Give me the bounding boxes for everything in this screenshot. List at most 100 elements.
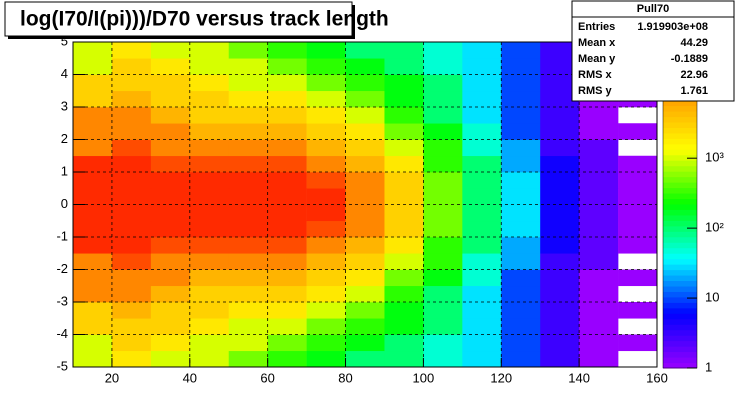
cell	[618, 269, 658, 287]
cell	[501, 237, 541, 254]
cell	[423, 269, 463, 287]
cell	[267, 107, 307, 124]
stats-box	[571, 0, 735, 102]
cell	[189, 220, 230, 238]
cell	[228, 237, 268, 254]
cell	[501, 139, 541, 157]
palette-step	[663, 122, 697, 128]
cell	[345, 90, 385, 108]
palette-step	[663, 214, 697, 221]
cell	[306, 220, 346, 238]
cell	[345, 42, 385, 59]
palette-step	[663, 286, 697, 292]
cell	[111, 123, 152, 140]
palette-step	[663, 357, 697, 364]
cell	[111, 204, 152, 222]
cell	[462, 155, 502, 173]
cell	[423, 350, 463, 368]
cell	[345, 74, 385, 92]
cell	[306, 318, 346, 335]
cell	[150, 285, 191, 303]
cell	[540, 285, 580, 303]
overlay: 20 40 60 80 100 120 140 160 -5 -4 -3 -2 -1 0 1 2 3 4 5 1 10 1…	[56, 33, 725, 385]
cell	[462, 334, 502, 352]
cell	[501, 269, 541, 287]
cell	[73, 318, 113, 335]
palette-step	[663, 329, 697, 336]
cell	[306, 172, 346, 189]
palette-step	[663, 165, 697, 172]
palette-step	[663, 198, 697, 205]
y-tick-label: 5	[61, 33, 68, 48]
cell	[501, 90, 541, 108]
palette-step	[663, 209, 697, 216]
y-tick-label: -4	[56, 326, 68, 341]
palette-step	[663, 132, 697, 139]
cell	[111, 285, 152, 303]
cell	[228, 318, 268, 335]
cell	[423, 188, 463, 205]
cell	[111, 107, 152, 124]
cell	[150, 253, 191, 270]
cell	[462, 220, 502, 238]
cell	[384, 107, 424, 124]
cell	[462, 58, 502, 75]
palette-step	[663, 362, 697, 369]
cell	[579, 188, 619, 205]
cell	[345, 269, 385, 287]
palette-step	[663, 324, 697, 331]
cell	[73, 139, 113, 157]
cell	[345, 204, 385, 222]
cell	[150, 334, 191, 352]
cell	[423, 253, 463, 270]
cell	[423, 318, 463, 335]
cell	[267, 318, 307, 335]
cell	[501, 220, 541, 238]
palette-step	[663, 100, 697, 107]
cell	[189, 74, 230, 92]
palette-step	[663, 236, 697, 243]
palette-step	[663, 171, 697, 178]
cell	[618, 302, 658, 319]
cell	[501, 285, 541, 303]
z-tick-label: 10²	[705, 220, 724, 235]
cell	[228, 350, 268, 368]
cell	[618, 220, 658, 238]
cell	[306, 42, 346, 59]
cell	[150, 318, 191, 335]
cell	[462, 204, 502, 222]
stats-title: Pull70	[637, 3, 669, 15]
cell	[540, 42, 580, 59]
cell	[150, 74, 191, 92]
cell	[306, 123, 346, 140]
cell	[462, 350, 502, 368]
cell	[462, 302, 502, 319]
cell	[384, 172, 424, 189]
x-tick-label: 80	[338, 370, 352, 385]
cell	[384, 237, 424, 254]
cell	[306, 269, 346, 287]
cell	[189, 139, 230, 157]
cell	[384, 74, 424, 92]
cell	[267, 302, 307, 319]
cell	[228, 204, 268, 222]
cell	[73, 220, 113, 238]
cell	[462, 269, 502, 287]
cell	[267, 220, 307, 238]
cell	[111, 74, 152, 92]
cell	[345, 58, 385, 75]
cell	[423, 123, 463, 140]
cell	[267, 42, 307, 59]
cell	[618, 155, 658, 173]
cell	[540, 318, 580, 335]
cell	[189, 302, 230, 319]
cell	[501, 58, 541, 75]
cell	[618, 172, 658, 189]
cell	[306, 107, 346, 124]
palette-step	[663, 253, 697, 260]
cell	[501, 253, 541, 270]
cell	[462, 318, 502, 335]
cell	[73, 302, 113, 319]
cell	[306, 188, 346, 205]
cell	[579, 155, 619, 173]
